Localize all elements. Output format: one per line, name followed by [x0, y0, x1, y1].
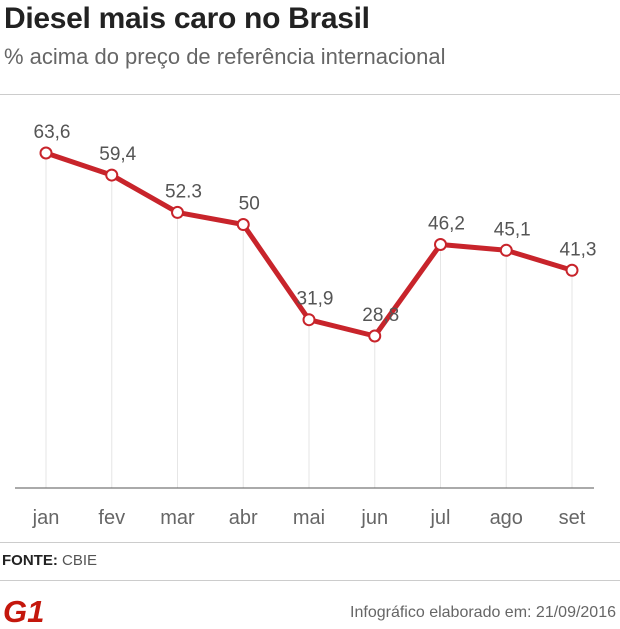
- x-tick-fev: fev: [98, 507, 125, 529]
- data-label-fev: 59,4: [99, 144, 136, 165]
- data-label-jun: 28,8: [362, 305, 399, 326]
- data-point-jun: [368, 329, 382, 343]
- data-point-jul: [434, 238, 447, 251]
- data-label-mar: 52.3: [165, 181, 202, 202]
- x-tick-mai: mai: [293, 507, 325, 529]
- chart-divider: [0, 542, 620, 543]
- footer-divider: [0, 580, 620, 581]
- data-point-ago: [499, 243, 513, 257]
- data-point-fev: [105, 168, 119, 182]
- data-label-mai: 31,9: [297, 289, 334, 310]
- x-tick-abr: abr: [229, 507, 258, 529]
- data-point-mai: [302, 313, 316, 327]
- data-point-jan: [39, 146, 53, 160]
- g1-logo: G1: [3, 595, 44, 625]
- grid-layer: [45, 153, 573, 488]
- data-label-abr: 50: [239, 194, 260, 215]
- data-label-set: 41,3: [560, 239, 597, 260]
- data-label-ago: 45,1: [494, 219, 531, 240]
- infographic-date: Infográfico elaborado em: 21/09/2016: [350, 604, 616, 621]
- data-label-jan: 63,6: [34, 122, 71, 143]
- data-point-abr: [236, 218, 250, 232]
- line-chart: 63,6 59,4 52.3 50 31,9 28,8 46,2 45,1 41,3 jan fe…: [15, 122, 597, 529]
- x-tick-set: set: [559, 507, 586, 529]
- source-label: FONTE:: [2, 552, 58, 569]
- x-tick-ago: ago: [490, 507, 523, 529]
- data-point-mar: [171, 205, 184, 219]
- tick-layer: jan fev mar abr mai jun jul ago set: [32, 507, 586, 529]
- x-tick-mar: mar: [160, 507, 195, 529]
- x-tick-jul: jul: [429, 507, 450, 529]
- g1-logo-text: G1: [3, 595, 44, 625]
- data-point-set: [565, 263, 579, 277]
- data-label-jul: 46,2: [428, 214, 465, 235]
- header-divider: [0, 94, 620, 95]
- point-layer: [39, 146, 579, 343]
- label-layer: 63,6 59,4 52.3 50 31,9 28,8 46,2 45,1 41,3: [34, 122, 597, 326]
- chart-subtitle: % acima do preço de referência internaci…: [4, 44, 446, 69]
- chart-title: Diesel mais caro no Brasil: [4, 2, 370, 35]
- source-value: CBIE: [62, 552, 98, 569]
- x-tick-jan: jan: [32, 507, 60, 529]
- source-note: FONTE: CBIE: [2, 552, 97, 569]
- x-tick-jun: jun: [360, 507, 388, 529]
